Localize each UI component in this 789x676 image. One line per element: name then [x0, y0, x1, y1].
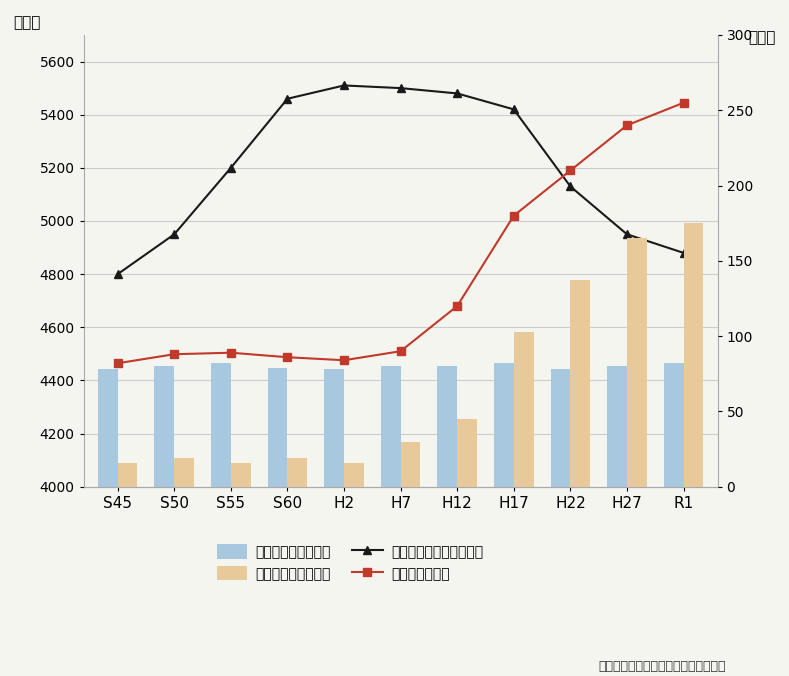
全日制・定時制（左軸）: [679, 249, 688, 257]
全日制・定時制（左軸）: [566, 183, 575, 191]
全日制・定時制（左軸）: [396, 84, 406, 92]
通信制（右軸）: [170, 350, 179, 358]
Bar: [401, 441, 421, 487]
Bar: [267, 368, 287, 487]
全日制・定時制（左軸）: [339, 81, 349, 89]
Bar: [494, 363, 514, 487]
Bar: [437, 366, 457, 487]
通信制（右軸）: [226, 349, 236, 357]
全日制・定時制（左軸）: [623, 231, 632, 239]
Bar: [514, 332, 533, 487]
Bar: [211, 363, 231, 487]
通信制（右軸）: [339, 356, 349, 364]
Line: 通信制（右軸）: 通信制（右軸）: [114, 99, 688, 368]
全日制・定時制（左軸）: [452, 89, 462, 97]
Line: 全日制・定時制（左軸）: 全日制・定時制（左軸）: [114, 81, 688, 279]
Bar: [118, 462, 137, 487]
通信制（右軸）: [623, 121, 632, 129]
Bar: [664, 363, 683, 487]
通信制（右軸）: [396, 347, 406, 356]
全日制・定時制（左軸）: [282, 95, 292, 103]
Bar: [155, 366, 174, 487]
Bar: [174, 458, 194, 487]
全日制・定時制（左軸）: [509, 105, 518, 114]
Bar: [683, 223, 703, 487]
通信制（右軸）: [113, 359, 122, 367]
Bar: [344, 462, 364, 487]
Bar: [551, 369, 570, 487]
Legend: 公立通信制（右軸）, 私立通信制（右軸）, 全日制・定時制（左軸）, 通信制（右軸）: 公立通信制（右軸）, 私立通信制（右軸）, 全日制・定時制（左軸）, 通信制（右…: [211, 539, 488, 587]
Text: （出典）文部科学省「学校基本調査」: （出典）文部科学省「学校基本調査」: [598, 660, 726, 673]
通信制（右軸）: [282, 353, 292, 361]
通信制（右軸）: [679, 99, 688, 107]
Bar: [324, 369, 344, 487]
Bar: [98, 369, 118, 487]
Bar: [381, 366, 401, 487]
Bar: [287, 458, 307, 487]
Bar: [570, 281, 590, 487]
Y-axis label: （校）: （校）: [13, 16, 40, 30]
Bar: [231, 462, 251, 487]
Y-axis label: （校）: （校）: [748, 30, 776, 45]
通信制（右軸）: [509, 212, 518, 220]
通信制（右軸）: [452, 302, 462, 310]
Bar: [627, 238, 647, 487]
Bar: [608, 366, 627, 487]
通信制（右軸）: [566, 166, 575, 174]
Bar: [457, 419, 477, 487]
全日制・定時制（左軸）: [226, 164, 236, 172]
全日制・定時制（左軸）: [170, 231, 179, 239]
全日制・定時制（左軸）: [113, 270, 122, 279]
